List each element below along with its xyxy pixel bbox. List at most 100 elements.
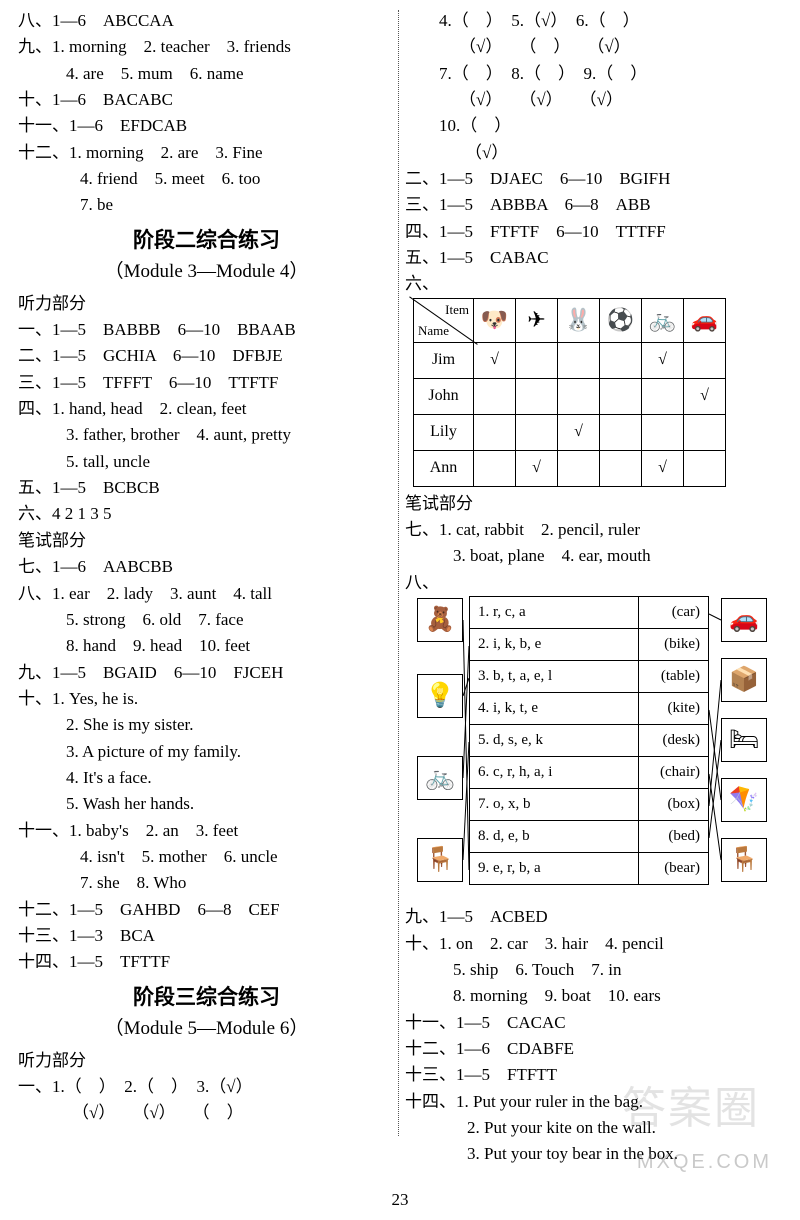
text-line: 六、4 2 1 3 5 <box>18 501 395 527</box>
cell <box>642 378 684 414</box>
text-line: 十四、1. Put your ruler in the bag. <box>405 1089 782 1115</box>
cell: √ <box>558 414 600 450</box>
text-line: 八、1—6 ABCCAA <box>18 8 395 34</box>
left-icon-bear: 🧸 <box>417 598 463 642</box>
cell <box>474 378 516 414</box>
cell <box>474 450 516 486</box>
text-line: 三、1—5 ABBBA 6—8 ABB <box>405 192 782 218</box>
text-line: 5. tall, uncle <box>18 449 395 475</box>
left-icon-lamp: 💡 <box>417 674 463 718</box>
text-line: 十、1. Yes, he is. <box>18 686 395 712</box>
match-answer: (chair) <box>639 757 709 789</box>
right-icon-car: 🚗 <box>721 598 767 642</box>
col-icon-rabbit: 🐰 <box>558 298 600 342</box>
text-line: 五、1—5 CABAC <box>405 245 782 271</box>
text-line: 4. are 5. mum 6. name <box>18 61 395 87</box>
row-name: Jim <box>414 342 474 378</box>
text-line: 七、1—6 AABCBB <box>18 554 395 580</box>
col-icon-plane: ✈ <box>516 298 558 342</box>
cell <box>684 342 726 378</box>
right-icon-bed: 🛏 <box>721 718 767 762</box>
cell: √ <box>642 450 684 486</box>
cell <box>600 414 642 450</box>
text-line: 十三、1—3 BCA <box>18 923 395 949</box>
text-line: 十、1—6 BACABC <box>18 87 395 113</box>
text-line: 3. father, brother 4. aunt, pretty <box>18 422 395 448</box>
text-line: 7. she 8. Who <box>18 870 395 896</box>
cell <box>558 342 600 378</box>
text-line: 五、1—5 BCBCB <box>18 475 395 501</box>
text-line: 八、 <box>405 570 782 596</box>
row-name: Lily <box>414 414 474 450</box>
text-line: 十一、1—5 CACAC <box>405 1010 782 1036</box>
cell <box>600 342 642 378</box>
text-line: 十、1. on 2. car 3. hair 4. pencil <box>405 931 782 957</box>
text-line: 7.（ ） 8.（ ） 9.（ ） <box>405 61 782 87</box>
match-answer: (bike) <box>639 629 709 661</box>
text-line: 3. boat, plane 4. ear, mouth <box>405 543 782 569</box>
text-line: 10.（ ） <box>405 113 782 139</box>
cell <box>516 414 558 450</box>
text-line: 5. Wash her hands. <box>18 791 395 817</box>
match-row: 2. i, k, b, e <box>470 629 639 661</box>
cell: √ <box>516 450 558 486</box>
match-answer: (kite) <box>639 693 709 725</box>
text-line: （√） （√） （√） <box>405 87 782 113</box>
text-line: 十四、1—5 TFTTF <box>18 949 395 975</box>
text-line: 8. morning 9. boat 10. ears <box>405 983 782 1009</box>
text-line: 十二、1—5 GAHBD 6—8 CEF <box>18 897 395 923</box>
match-row: 7. o, x, b <box>470 789 639 821</box>
match-row: 5. d, s, e, k <box>470 725 639 757</box>
text-line: 7. be <box>18 192 395 218</box>
text-line: 十二、1—6 CDABFE <box>405 1036 782 1062</box>
right-icon-chair: 🪑 <box>721 838 767 882</box>
row-name: John <box>414 378 474 414</box>
text-line: 5. strong 6. old 7. face <box>18 607 395 633</box>
section-title: 阶段二综合练习 <box>18 225 395 258</box>
left-icon-desk: 🪑 <box>417 838 463 882</box>
cell <box>558 378 600 414</box>
match-row: 3. b, t, a, e, l <box>470 661 639 693</box>
item-name-table: ItemName🐶✈🐰⚽🚲🚗Jim√√John√Lily√Ann√√ <box>413 298 726 487</box>
left-column: 八、1—6 ABCCAA 九、1. morning 2. teacher 3. … <box>18 8 395 1168</box>
subsection-label: 听力部分 <box>18 1048 395 1074</box>
text-line: 2. Put your kite on the wall. <box>405 1115 782 1141</box>
cell <box>684 450 726 486</box>
text-line: 九、1—5 BGAID 6—10 FJCEH <box>18 660 395 686</box>
text-line: 八、1. ear 2. lady 3. aunt 4. tall <box>18 581 395 607</box>
col-icon-bike: 🚲 <box>642 298 684 342</box>
cell <box>516 378 558 414</box>
cell <box>516 342 558 378</box>
match-answer: (bear) <box>639 853 709 885</box>
section-sub: （Module 5—Module 6） <box>18 1014 395 1043</box>
col-icon-ball: ⚽ <box>600 298 642 342</box>
col-icon-dog: 🐶 <box>474 298 516 342</box>
match-row: 1. r, c, a <box>470 597 639 629</box>
text-line: 十一、1. baby's 2. an 3. feet <box>18 818 395 844</box>
cell <box>642 414 684 450</box>
table-diag-header: ItemName <box>414 298 474 342</box>
text-line: 四、1. hand, head 2. clean, feet <box>18 396 395 422</box>
cell: √ <box>474 342 516 378</box>
subsection-label: 笔试部分 <box>18 528 395 554</box>
page-number: 23 <box>0 1186 800 1220</box>
cell: √ <box>642 342 684 378</box>
section-sub: （Module 3—Module 4） <box>18 257 395 286</box>
left-icon-bike: 🚲 <box>417 756 463 800</box>
row-name: Ann <box>414 450 474 486</box>
col-icon-car: 🚗 <box>684 298 726 342</box>
text-line: 十三、1—5 FTFTT <box>405 1062 782 1088</box>
text-line: （√） （ ） （√） <box>405 34 782 60</box>
match-answer: (table) <box>639 661 709 693</box>
text-line: 4. It's a face. <box>18 765 395 791</box>
column-divider <box>398 10 399 1136</box>
text-line: 十一、1—6 EFDCAB <box>18 113 395 139</box>
text-line: 一、1.（ ） 2.（ ） 3.（√） <box>18 1074 395 1100</box>
match-row: 4. i, k, t, e <box>470 693 639 725</box>
right-icon-box: 📦 <box>721 658 767 702</box>
text-line: 3. Put your toy bear in the box. <box>405 1141 782 1167</box>
text-line: 三、1—5 TFFFT 6—10 TTFTF <box>18 370 395 396</box>
text-line: 十二、1. morning 2. are 3. Fine <box>18 140 395 166</box>
match-answer: (bed) <box>639 821 709 853</box>
text-line: 4. isn't 5. mother 6. uncle <box>18 844 395 870</box>
